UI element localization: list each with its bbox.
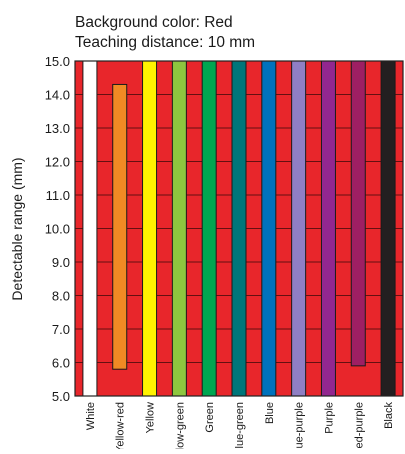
y-tick-label: 15.0 bbox=[45, 54, 70, 69]
x-tick-label: Purple bbox=[323, 402, 335, 434]
chart-title-line-1: Background color: Red bbox=[75, 14, 233, 31]
y-tick-label: 14.0 bbox=[45, 88, 70, 103]
x-tick-label: White bbox=[85, 402, 97, 430]
range-bar-white bbox=[82, 60, 98, 397]
plot-frame bbox=[74, 60, 404, 397]
y-tick-label: 7.0 bbox=[52, 322, 70, 337]
x-tick-label: 3lue-purple bbox=[294, 402, 306, 449]
range-bar-blue bbox=[261, 60, 277, 397]
y-axis-label: Detectable range (mm) bbox=[9, 157, 25, 300]
range-bar-blue-green bbox=[231, 60, 247, 397]
x-tick-label: ellow-green bbox=[174, 402, 186, 449]
x-tick-label: Red-purple bbox=[353, 402, 365, 449]
y-tick-label: 11.0 bbox=[46, 188, 70, 203]
y-tick-label: 9.0 bbox=[52, 255, 70, 270]
range-bar-yellow bbox=[142, 60, 158, 397]
x-tick-label: Green bbox=[204, 402, 216, 433]
y-tick-label: 8.0 bbox=[52, 289, 70, 304]
range-bar-purple bbox=[320, 60, 336, 397]
x-tick-labels: White Yellow-red Yellow ellow-green Green Blu… bbox=[85, 402, 395, 454]
chart-title-line-2: Teaching distance: 10 mm bbox=[75, 34, 255, 51]
x-tick-label: Black bbox=[383, 402, 395, 429]
range-bar-red-purple bbox=[350, 60, 366, 367]
x-tick-label: Yellow bbox=[145, 402, 157, 433]
y-tick-label: 13.0 bbox=[45, 121, 70, 136]
y-tick-label: 6.0 bbox=[52, 356, 70, 371]
y-tick-labels: 5.0 6.0 7.0 8.0 9.0 10.0 11.0 12.0 13.0 14.0 15.0 bbox=[45, 54, 70, 404]
range-bar-black bbox=[380, 60, 396, 397]
x-tick-label: Blue-green bbox=[234, 402, 246, 449]
y-tick-label: 10.0 bbox=[45, 222, 70, 237]
range-bar-yellow-green bbox=[171, 60, 187, 397]
range-bar-green bbox=[201, 60, 217, 397]
range-bar-blue-purple bbox=[291, 60, 307, 397]
range-bar-yellow-red bbox=[112, 83, 128, 370]
x-tick-label: Yellow-red bbox=[115, 402, 127, 449]
y-tick-label: 5.0 bbox=[52, 389, 70, 404]
x-tick-label: Blue bbox=[264, 402, 276, 424]
y-tick-label: 12.0 bbox=[45, 155, 70, 170]
